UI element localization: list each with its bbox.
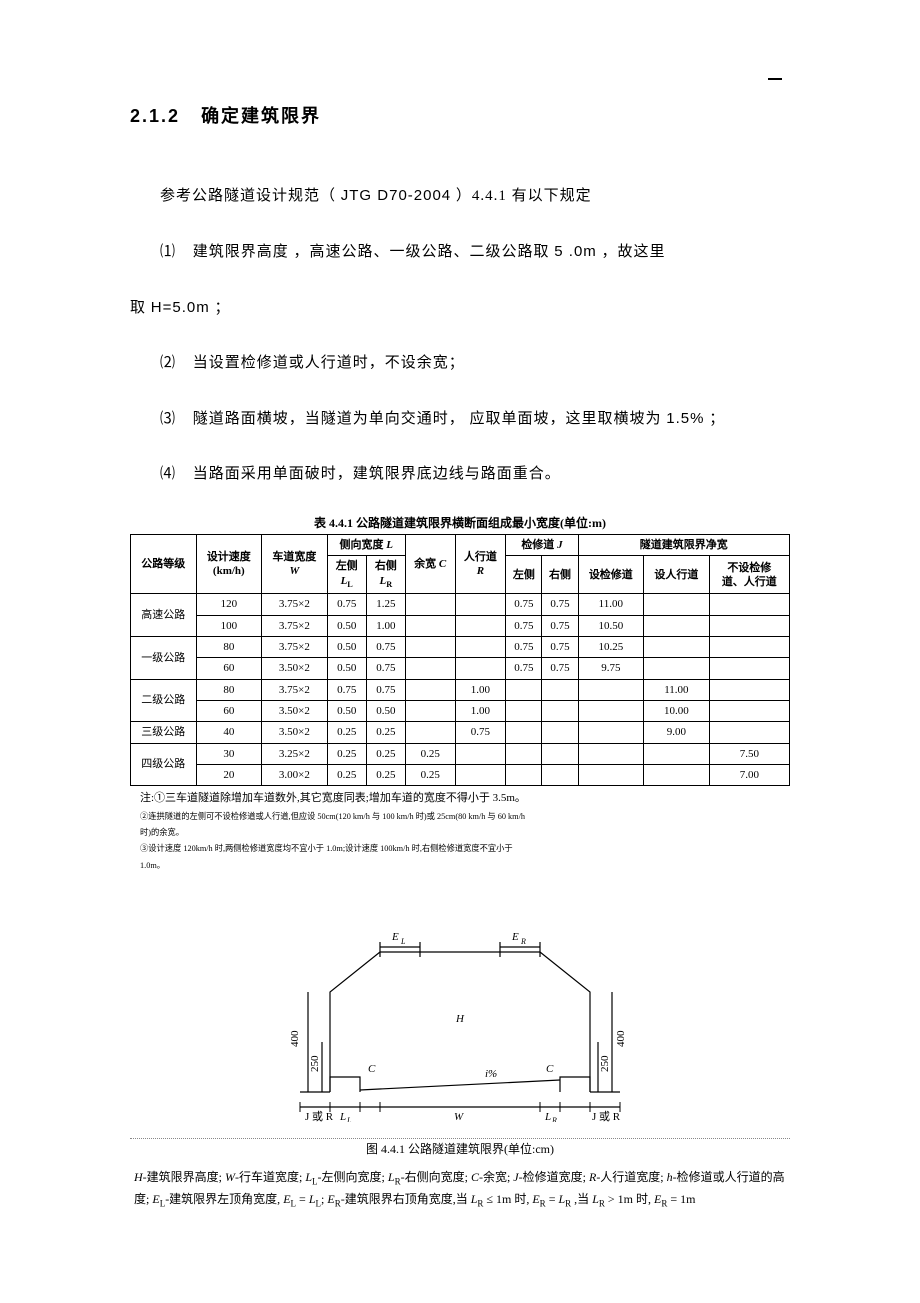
intro-paragraph: 参考公路隧道设计规范（ JTG D70-2004 ）4.4.1 有以下规定 <box>130 182 790 210</box>
th-grade: 公路等级 <box>131 534 197 594</box>
lbl-C-r: C <box>546 1063 554 1075</box>
th-side-r: 右侧LR <box>366 556 405 594</box>
table-note-2b: 时)的余宽。 <box>130 823 790 839</box>
table-note-2a: ②连拱隧道的左侧可不设检修道或人行道,但应设 50cm(120 km/h 与 1… <box>130 807 790 823</box>
table-row: 一级公路803.75×20.500.750.750.7510.25 <box>131 637 790 658</box>
list-item-4: ⑷ 当路面采用单面破时，建筑限界底边线与路面重合。 <box>130 461 790 488</box>
svg-text:L: L <box>346 1116 352 1122</box>
svg-text:R: R <box>520 937 526 946</box>
th-side-l: 左侧LL <box>327 556 366 594</box>
page-corner-mark <box>768 78 782 80</box>
lbl-EL: E <box>391 931 399 943</box>
th-lane-w: 车道宽度W <box>262 534 328 594</box>
list-item-1: ⑴ 建筑限界高度 ，高速公路、一级公路、二级公路取 5 .0m ，故这里 <box>130 238 790 266</box>
list-item-1-cont: 取 H=5.0m ； <box>130 294 790 322</box>
table-row: 高速公路1203.75×20.751.250.750.7511.00 <box>131 594 790 615</box>
th-ped-r: 人行道R <box>455 534 506 594</box>
table-row: 203.00×20.250.250.257.00 <box>131 764 790 785</box>
lbl-LL: L <box>339 1111 346 1122</box>
list-item-3: ⑶ 隧道路面横坡，当隧道为单向交通时， 应取单面坡，这里取横坡为 1.5% ； <box>130 405 790 433</box>
table-note-1: 注:①三车道隧道除增加车道数外,其它宽度同表;增加车道的宽度不得小于 3.5m。 <box>130 786 790 807</box>
table-row: 603.50×20.500.750.750.759.75 <box>131 658 790 679</box>
list-item-2: ⑵ 当设置检修道或人行道时，不设余宽； <box>130 350 790 377</box>
section-heading: 2.1.2 确定建筑限界 <box>130 100 790 132</box>
table-row: 三级公路403.50×20.250.250.759.00 <box>131 722 790 743</box>
figure-legend: H-建筑限界高度; W-行车道宽度; LL-左侧向宽度; LR-右侧向宽度; C… <box>130 1167 790 1212</box>
table-title: 表 4.4.1 公路隧道建筑限界横断面组成最小宽度(单位:m) <box>130 516 790 532</box>
section-title: 确定建筑限界 <box>201 106 321 126</box>
table-row: 603.50×20.500.501.0010.00 <box>131 700 790 721</box>
th-maint: 检修道 J <box>506 534 578 555</box>
lbl-250-l: 250 <box>309 1055 321 1072</box>
th-side: 侧向宽度 L <box>327 534 405 555</box>
lbl-C-l: C <box>368 1063 376 1075</box>
th-net2: 设人行道 <box>644 556 710 594</box>
lbl-H: H <box>455 1013 465 1025</box>
th-net: 隧道建筑限界净宽 <box>578 534 789 555</box>
table-4-4-1: 表 4.4.1 公路隧道建筑限界横断面组成最小宽度(单位:m) 公路等级 设计速… <box>130 516 790 872</box>
th-speed: 设计速度(km/h) <box>196 534 262 594</box>
table-row: 四级公路303.25×20.250.250.257.50 <box>131 743 790 764</box>
figure-4-4-1: EL ER H i% C C J 或 R LL W LR J 或 R 400 2… <box>130 922 790 1212</box>
lbl-W: W <box>454 1111 464 1122</box>
table-row: 二级公路803.75×20.750.751.0011.00 <box>131 679 790 700</box>
lbl-JorR-l: J 或 R <box>305 1110 334 1122</box>
th-net1: 设检修道 <box>578 556 644 594</box>
th-maint-l: 左侧 <box>506 556 542 594</box>
table-note-3b: 1.0m。 <box>130 856 790 872</box>
lbl-ER: E <box>511 931 519 943</box>
svg-text:L: L <box>400 937 406 946</box>
th-clear-c: 余宽 C <box>405 534 455 594</box>
lbl-250-r: 250 <box>599 1055 611 1072</box>
th-maint-r: 右侧 <box>542 556 578 594</box>
table-note-3a: ③设计速度 120km/h 时,两侧检修道宽度均不宜小于 1.0m;设计速度 1… <box>130 839 790 855</box>
lbl-JorR-r: J 或 R <box>592 1110 621 1122</box>
lbl-ipc: i% <box>485 1068 497 1080</box>
clearance-diagram: EL ER H i% C C J 或 R LL W LR J 或 R 400 2… <box>230 922 690 1122</box>
clearance-table: 公路等级 设计速度(km/h) 车道宽度W 侧向宽度 L 余宽 C 人行道R 检… <box>130 534 790 786</box>
lbl-LR: L <box>544 1111 551 1122</box>
lbl-400-l: 400 <box>289 1030 301 1047</box>
section-number: 2.1.2 <box>130 106 180 126</box>
lbl-400-r: 400 <box>615 1030 627 1047</box>
table-row: 1003.75×20.501.000.750.7510.50 <box>131 615 790 636</box>
figure-caption: 图 4.4.1 公路隧道建筑限界(单位:cm) <box>130 1138 790 1161</box>
svg-text:R: R <box>551 1116 557 1122</box>
th-net3: 不设检修道、人行道 <box>709 556 789 594</box>
